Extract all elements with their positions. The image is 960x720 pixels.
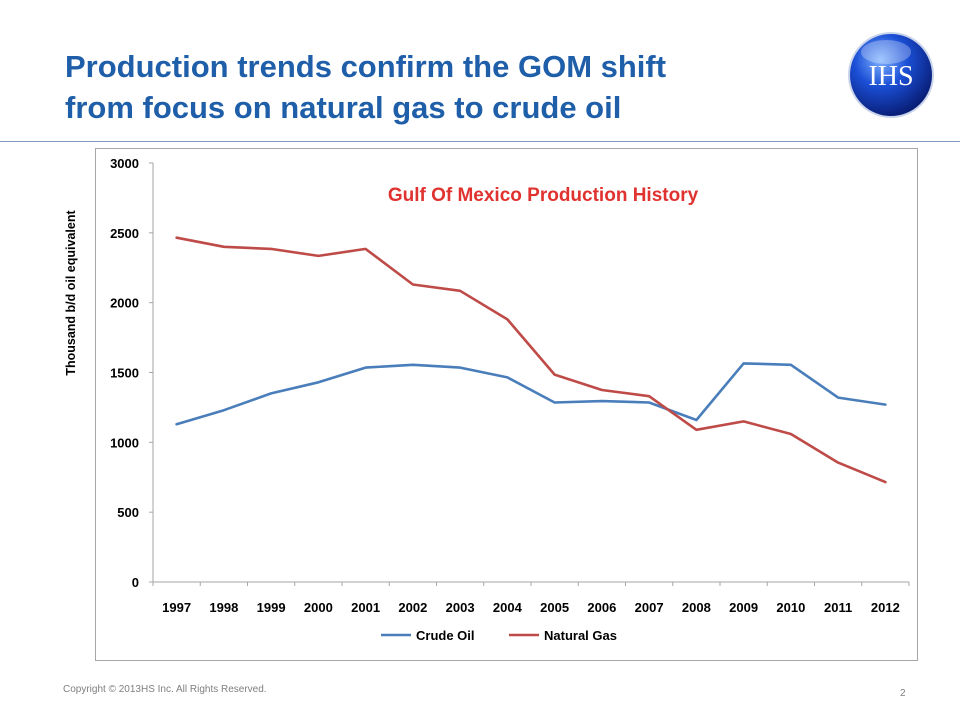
x-tick-label: 2008: [682, 600, 711, 615]
y-tick-label: 3000: [110, 156, 139, 171]
legend-label: Natural Gas: [544, 628, 617, 643]
x-tick-label: 2000: [304, 600, 333, 615]
x-tick-label: 2007: [635, 600, 664, 615]
slide-title: Production trends confirm the GOM shift …: [65, 46, 825, 128]
x-tick-label: 2011: [824, 600, 852, 615]
x-tick-label: 2012: [871, 600, 900, 615]
y-tick-label: 500: [117, 505, 139, 520]
slide-title-line-2: from focus on natural gas to crude oil: [65, 90, 622, 125]
y-tick-label: 1500: [110, 366, 139, 381]
series-line-crude-oil: [175, 362, 887, 426]
x-tick-label: 2003: [446, 600, 475, 615]
x-tick-label: 1997: [162, 600, 191, 615]
y-tick-label: 2500: [110, 226, 139, 241]
x-tick-label: 2009: [729, 600, 758, 615]
y-tick-label: 1000: [110, 435, 139, 450]
series-line-natural-gas: [175, 236, 887, 484]
legend-label: Crude Oil: [416, 628, 475, 643]
header-divider: [0, 141, 960, 142]
logo-text: IHS: [868, 61, 913, 92]
y-axis-title-text: Thousand b/d oil equivalent: [64, 210, 78, 376]
chart-frame: 0 500 1000 1500 2000 2500 3000 1997 1998 1999 2000…: [95, 148, 918, 661]
x-tick-label: 2002: [398, 600, 427, 615]
y-tick-label: 0: [132, 575, 139, 590]
x-tick-label: 2006: [587, 600, 616, 615]
x-tick-label: 2004: [493, 600, 523, 615]
x-tick-label: 1999: [257, 600, 286, 615]
slide-title-line-1: Production trends confirm the GOM shift: [65, 49, 667, 84]
x-tick-label: 2001: [351, 600, 380, 615]
page-number: 2: [900, 688, 906, 699]
copyright-text: Copyright © 2013HS Inc. All Rights Reser…: [63, 684, 267, 695]
y-tick-label: 2000: [110, 296, 139, 311]
x-tick-label: 2005: [540, 600, 569, 615]
chart-title: Gulf Of Mexico Production History: [388, 185, 699, 206]
ihs-logo: IHS: [848, 32, 934, 118]
production-chart: 0 500 1000 1500 2000 2500 3000 1997 1998 1999 2000…: [110, 156, 910, 643]
x-tick-label: 2010: [776, 600, 805, 615]
x-tick-label: 1998: [209, 600, 238, 615]
